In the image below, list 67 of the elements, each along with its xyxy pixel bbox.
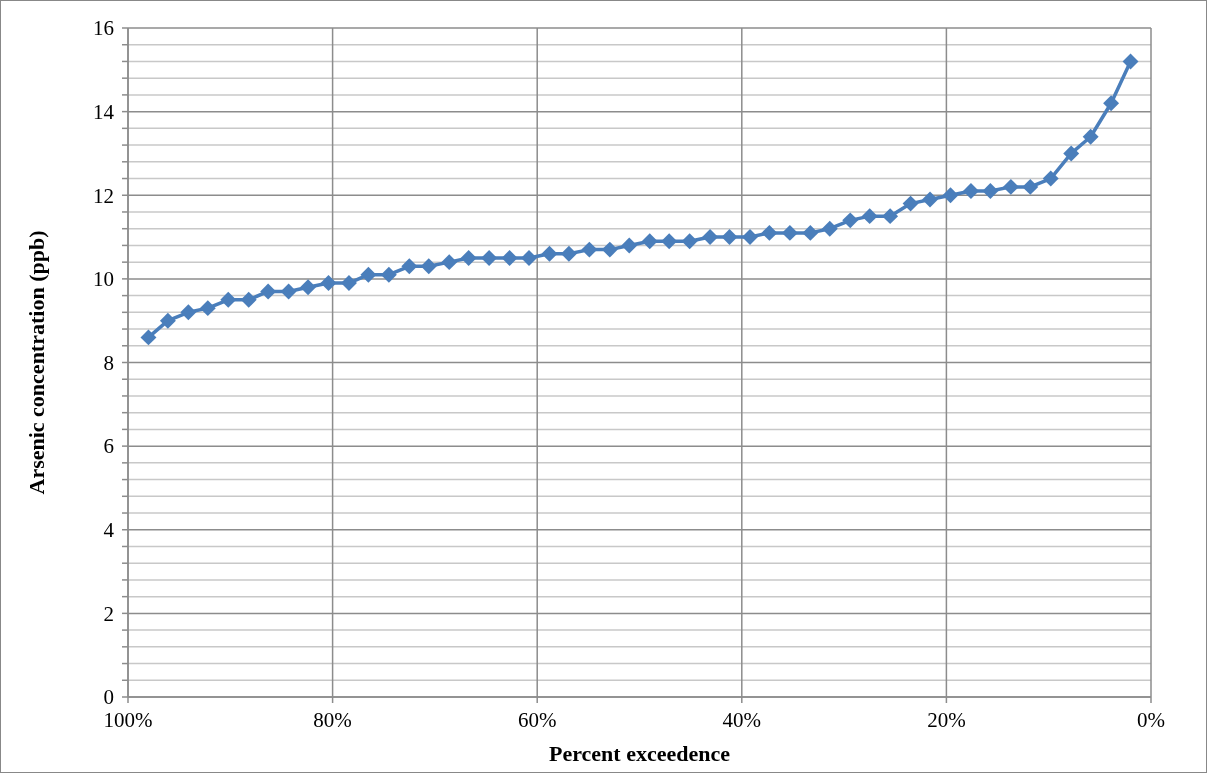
point — [1042, 170, 1059, 187]
point — [922, 191, 938, 208]
point — [140, 329, 157, 346]
point — [380, 266, 397, 283]
point — [781, 224, 798, 241]
point — [1002, 178, 1019, 195]
point — [481, 250, 498, 266]
point — [641, 233, 658, 250]
y-axis-title: Arsenic concentration (ppb) — [24, 230, 49, 495]
point — [761, 224, 778, 241]
x-axis-title: Percent exceedence — [549, 741, 731, 766]
point — [341, 275, 357, 292]
point — [460, 250, 477, 266]
point — [441, 254, 458, 271]
point — [199, 300, 216, 317]
x-tick-label: 80% — [313, 708, 352, 732]
point — [982, 183, 999, 200]
point — [560, 245, 577, 262]
point — [581, 241, 598, 258]
point — [300, 279, 317, 296]
x-tick-label: 40% — [722, 708, 762, 732]
point — [260, 283, 277, 300]
point — [521, 250, 537, 266]
y-tick-label: 14 — [93, 99, 115, 124]
point — [601, 241, 618, 258]
point — [1082, 128, 1099, 145]
point — [942, 187, 959, 204]
point — [661, 233, 678, 250]
point — [621, 237, 638, 254]
point — [1122, 53, 1139, 70]
point — [320, 275, 337, 292]
point — [962, 183, 979, 200]
point — [1103, 95, 1120, 112]
point — [180, 304, 197, 321]
x-tick-label: 20% — [927, 708, 966, 732]
point — [159, 312, 176, 329]
point — [702, 229, 719, 246]
point — [360, 266, 377, 283]
point — [280, 283, 297, 300]
y-tick-label: 8 — [103, 350, 114, 375]
y-tick-label: 12 — [93, 183, 114, 208]
point — [821, 220, 838, 237]
point — [681, 233, 698, 250]
point — [501, 250, 518, 266]
point — [541, 245, 558, 262]
point — [802, 224, 819, 241]
point — [902, 195, 919, 212]
point — [420, 258, 437, 275]
point — [742, 229, 758, 246]
point — [1022, 178, 1039, 195]
point — [861, 208, 878, 225]
point — [1063, 145, 1080, 162]
y-tick-label: 16 — [93, 16, 114, 41]
y-tick-label: 10 — [93, 267, 114, 292]
y-tick-label: 4 — [103, 518, 115, 543]
x-tick-label: 100% — [103, 708, 153, 732]
point — [882, 208, 899, 225]
x-tick-label: 60% — [517, 708, 557, 732]
y-tick-label: 2 — [103, 601, 114, 626]
point — [220, 291, 237, 308]
y-tick-label: 0 — [103, 685, 114, 710]
point — [240, 291, 257, 308]
y-tick-label: 6 — [103, 434, 114, 459]
x-tick-label: 0% — [1137, 708, 1165, 732]
point — [401, 258, 418, 275]
point — [842, 212, 859, 229]
point — [721, 229, 738, 246]
